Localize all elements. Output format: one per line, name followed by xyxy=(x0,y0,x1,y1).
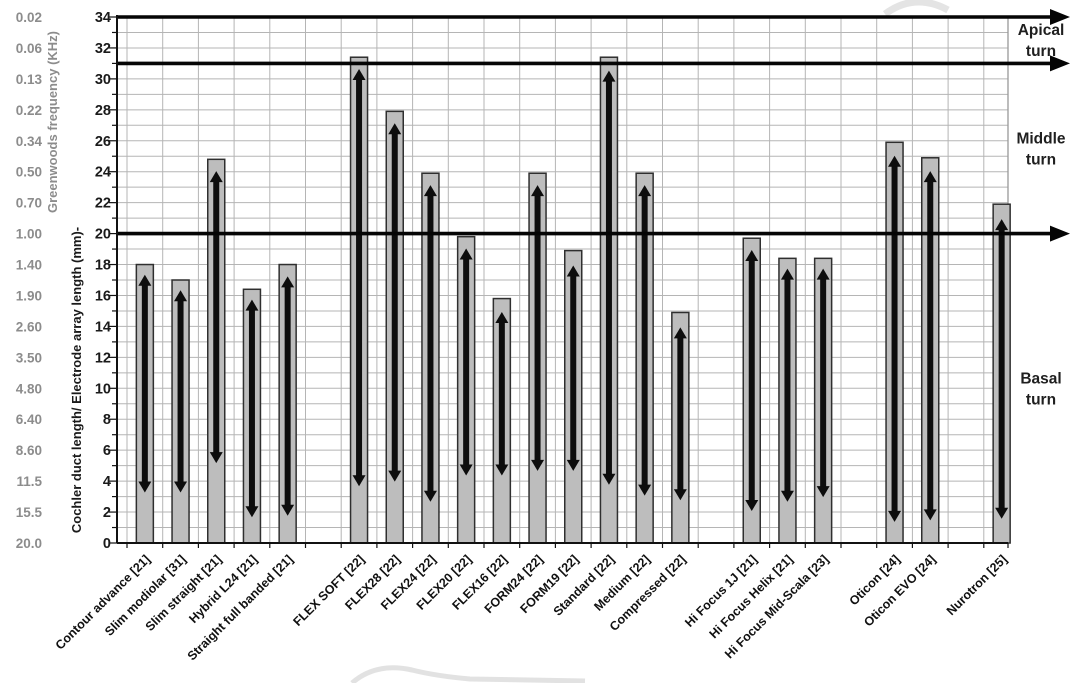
arrow-head-down-contour-advance-21 xyxy=(138,481,152,493)
arrow-head-up-slim-modiolar-31 xyxy=(174,290,188,302)
arrow-head-up-hi-focus-helix-21 xyxy=(780,268,794,280)
frequency-tick-label-0.70: 0.70 xyxy=(16,196,42,211)
mm-tick-label-18: 18 xyxy=(95,258,111,274)
arrow-head-up-compressed-22 xyxy=(673,327,687,339)
arrow-head-up-flex24-22 xyxy=(423,185,437,197)
arrow-head-down-nurotron-25 xyxy=(995,507,1009,519)
arrow-head-down-slim-modiolar-31 xyxy=(174,481,188,493)
arrow-head-up-flex16-22 xyxy=(495,311,509,323)
turn-label-middle-turn: Middle turn xyxy=(1016,131,1065,169)
mm-tick-label-22: 22 xyxy=(95,196,111,212)
frequency-tick-label-0.50: 0.50 xyxy=(16,165,42,180)
arrow-head-down-slim-straight-21 xyxy=(209,452,223,464)
frequency-tick-label-11.5: 11.5 xyxy=(16,474,42,489)
mm-tick-label-20: 20 xyxy=(95,227,111,243)
arrow-head-down-flex-soft-22 xyxy=(352,475,366,487)
arrow-head-down-hi-focus-1j-21 xyxy=(745,500,759,512)
mm-tick-label-24: 24 xyxy=(95,165,111,181)
arrow-head-down-straight-full-banded-21 xyxy=(281,504,295,516)
arrow-head-down-form19-22 xyxy=(566,459,580,471)
arrow-head-up-form24-22 xyxy=(531,185,545,197)
frequency-tick-label-6.40: 6.40 xyxy=(16,412,42,427)
arrow-head-down-flex16-22 xyxy=(495,464,509,476)
arrow-head-down-form24-22 xyxy=(531,459,545,471)
frequency-tick-label-0.13: 0.13 xyxy=(16,72,43,87)
mm-tick-label-12: 12 xyxy=(95,350,111,366)
arrow-head-up-flex20-22 xyxy=(459,248,473,260)
arrow-head-up-flex-soft-22 xyxy=(352,69,366,81)
arrow-head-up-standard-22 xyxy=(602,70,616,82)
watermark-artifact xyxy=(882,0,950,17)
mm-tick-label-2: 2 xyxy=(103,505,111,521)
frequency-tick-label-0.02: 0.02 xyxy=(16,10,42,25)
frequency-tick-label-2.60: 2.60 xyxy=(16,319,42,334)
arrow-head-up-medium-22 xyxy=(638,185,652,197)
turn-boundary-arrowhead-34mm xyxy=(1050,9,1070,25)
arrow-head-up-nurotron-25 xyxy=(995,219,1009,231)
x-label-nurotron-25: Nurotron [25] xyxy=(944,552,1010,618)
mm-tick-label-8: 8 xyxy=(103,412,111,428)
turn-label-apical-turn: Apical turn xyxy=(1018,22,1065,60)
arrow-head-down-oticon-evo-24 xyxy=(923,509,937,521)
frequency-tick-label-0.22: 0.22 xyxy=(16,103,42,118)
turn-label-basal-turn: Basal turn xyxy=(1020,370,1061,408)
arrow-head-down-oticon-24 xyxy=(888,510,902,522)
arrow-head-down-hi-focus-mid-scala-23 xyxy=(816,486,830,498)
mm-tick-label-14: 14 xyxy=(95,319,111,335)
mm-tick-label-26: 26 xyxy=(95,134,111,150)
secondary-y-axis-title: Greenwoods frequency (KHz) xyxy=(45,31,60,213)
arrow-head-down-hi-focus-helix-21 xyxy=(780,490,794,502)
turn-boundary-arrowhead-20mm xyxy=(1050,225,1070,242)
frequency-tick-label-8.60: 8.60 xyxy=(16,443,42,458)
arrow-head-down-flex24-22 xyxy=(423,490,437,502)
arrow-head-down-medium-22 xyxy=(638,484,652,496)
mm-tick-label-32: 32 xyxy=(95,41,111,57)
arrow-head-down-flex28-22 xyxy=(388,470,402,482)
arrow-head-up-slim-straight-21 xyxy=(209,171,223,183)
arrow-head-down-compressed-22 xyxy=(673,489,687,501)
frequency-tick-label-0.34: 0.34 xyxy=(16,134,43,149)
arrow-head-up-straight-full-banded-21 xyxy=(281,276,295,288)
mm-tick-label-4: 4 xyxy=(103,474,111,490)
arrow-head-down-flex20-22 xyxy=(459,464,473,476)
arrow-head-up-contour-advance-21 xyxy=(138,274,152,286)
mm-tick-label-6: 6 xyxy=(103,443,111,459)
frequency-tick-label-15.5: 15.5 xyxy=(16,505,43,520)
arrow-head-down-hybrid-l24-21 xyxy=(245,506,259,518)
mm-tick-label-28: 28 xyxy=(95,103,111,119)
mm-tick-label-0: 0 xyxy=(103,536,111,552)
arrow-head-up-form19-22 xyxy=(566,265,580,277)
frequency-tick-label-4.80: 4.80 xyxy=(16,381,42,396)
arrow-head-up-oticon-evo-24 xyxy=(923,171,937,183)
arrow-head-up-flex28-22 xyxy=(388,123,402,135)
arrow-head-up-hi-focus-1j-21 xyxy=(745,250,759,262)
turn-boundary-arrowhead-31mm xyxy=(1050,55,1070,72)
arrow-head-up-hybrid-l24-21 xyxy=(245,299,259,311)
mm-tick-label-30: 30 xyxy=(95,72,111,88)
frequency-tick-label-20.0: 20.0 xyxy=(16,536,42,551)
frequency-tick-label-3.50: 3.50 xyxy=(16,350,42,365)
arrow-head-down-standard-22 xyxy=(602,473,616,485)
mm-tick-label-10: 10 xyxy=(95,381,111,397)
frequency-tick-label-1.90: 1.90 xyxy=(16,288,42,303)
primary-y-axis-title: Cochler duct length/ Electrode array len… xyxy=(69,227,84,533)
frequency-tick-label-0.06: 0.06 xyxy=(16,41,43,56)
frequency-tick-label-1.40: 1.40 xyxy=(16,258,42,273)
mm-tick-label-16: 16 xyxy=(95,288,111,304)
arrow-head-up-hi-focus-mid-scala-23 xyxy=(816,268,830,280)
watermark-artifact xyxy=(350,665,586,683)
frequency-tick-label-1.00: 1.00 xyxy=(16,227,42,242)
arrow-head-up-oticon-24 xyxy=(888,155,902,167)
mm-tick-label-34: 34 xyxy=(95,10,111,26)
